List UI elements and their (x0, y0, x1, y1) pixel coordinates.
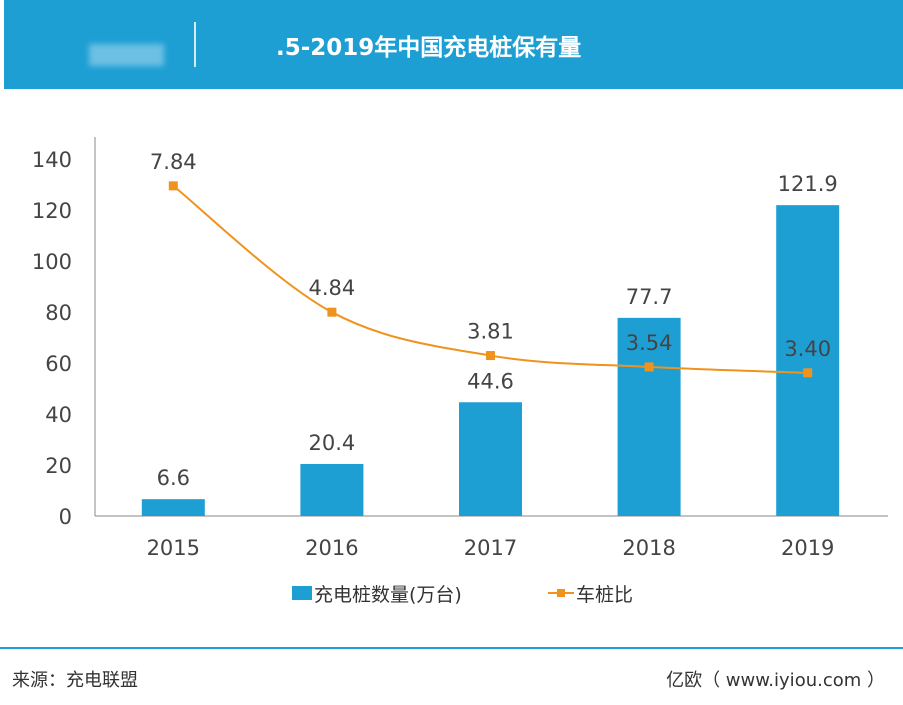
ratio-marker (486, 351, 495, 361)
line-data-label: 3.54 (626, 331, 673, 355)
bar (459, 402, 522, 516)
line-data-label: 3.40 (784, 337, 831, 361)
logo (89, 44, 164, 66)
footer-divider (0, 647, 903, 649)
legend-bar-label: 充电桩数量(万台) (314, 584, 462, 606)
bar (141, 499, 205, 516)
y-tick-label: 40 (45, 403, 72, 427)
bar (776, 205, 840, 516)
x-tick-label: 2015 (147, 536, 200, 560)
chart-title: .5-2019年中国充电桩保有量 (276, 35, 582, 61)
legend-line-label: 车桩比 (576, 584, 633, 606)
y-tick-label: 60 (45, 352, 72, 376)
legend-bar-swatch (292, 586, 312, 600)
ratio-line (172, 185, 808, 374)
bar-data-label: 121.9 (778, 172, 838, 196)
x-tick-label: 2018 (622, 536, 675, 560)
credit-text: 亿欧（ www.iyiou.com ） (666, 670, 885, 691)
y-tick-label: 100 (32, 250, 72, 274)
y-tick-label: 120 (32, 199, 72, 223)
ratio-marker (644, 362, 654, 372)
bar-data-label: 20.4 (309, 431, 356, 455)
y-tick-label: 0 (59, 505, 72, 529)
x-tick-label: 2016 (305, 536, 358, 560)
divider (194, 22, 196, 67)
line-data-label: 7.84 (150, 150, 197, 174)
y-tick-label: 80 (45, 301, 72, 325)
y-tick-label: 140 (32, 148, 72, 172)
ratio-marker (327, 307, 337, 317)
ratio-marker (803, 368, 813, 378)
line-data-label: 3.81 (467, 320, 514, 344)
x-tick-label: 2019 (781, 536, 834, 560)
source-text: 来源：充电联盟 (12, 670, 138, 691)
y-tick-label: 20 (45, 454, 72, 478)
bar (617, 317, 681, 516)
bar-data-label: 6.6 (157, 466, 190, 490)
header-banner: .5-2019年中国充电桩保有量 (4, 0, 903, 89)
x-tick-label: 2017 (464, 536, 517, 560)
chart: 0 20 40 60 80 100 120 140 2015 2016 2017 2018 2019 6.… (32, 137, 888, 606)
bar-data-label: 77.7 (626, 285, 673, 309)
bar-data-label: 44.6 (467, 369, 514, 393)
bar (300, 463, 364, 516)
line-data-label: 4.84 (309, 276, 356, 300)
ratio-marker (168, 181, 178, 191)
legend-line-marker (557, 589, 565, 597)
